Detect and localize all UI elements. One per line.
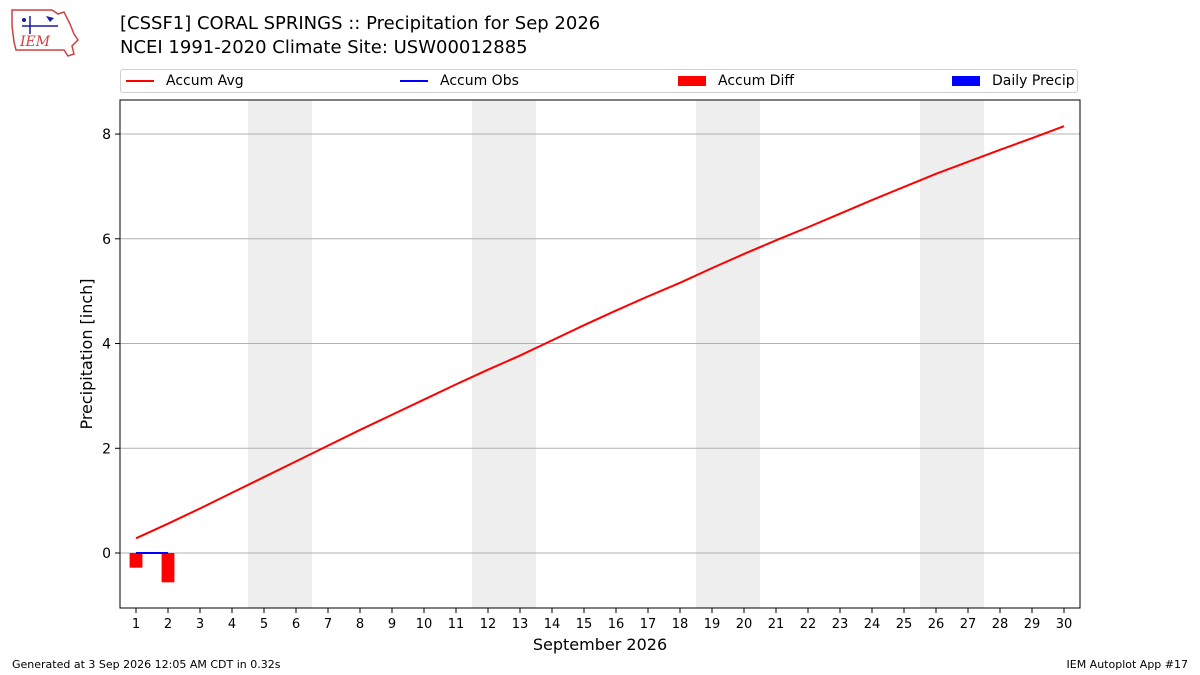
x-tick-label-19: 19 — [704, 617, 721, 632]
x-tick-label-7: 7 — [324, 617, 332, 632]
x-tick-label-25: 25 — [896, 617, 913, 632]
x-tick-label-22: 22 — [800, 617, 817, 632]
x-tick-label-23: 23 — [832, 617, 849, 632]
y-tick-label-2: 2 — [102, 441, 111, 457]
daily-precip-swatch — [952, 76, 980, 86]
x-tick-label-13: 13 — [512, 617, 529, 632]
iem-logo: IEM — [11, 9, 79, 57]
legend-item-accum-avg: Accum Avg — [126, 70, 244, 92]
accum-avg-line — [135, 125, 1065, 540]
y-tick-label-4: 4 — [102, 337, 111, 353]
x-axis-label: September 2026 — [533, 635, 667, 654]
x-tick-label-27: 27 — [960, 617, 977, 632]
x-tick-label-18: 18 — [672, 617, 689, 632]
x-tick-label-29: 29 — [1024, 617, 1041, 632]
x-tick-label-28: 28 — [992, 617, 1009, 632]
legend-label-accum-avg: Accum Avg — [166, 73, 244, 89]
x-tick-label-15: 15 — [576, 617, 593, 632]
x-tick-label-6: 6 — [292, 617, 300, 632]
y-tick-label-8: 8 — [102, 127, 111, 143]
x-tick-label-12: 12 — [480, 617, 497, 632]
logo-text: IEM — [19, 34, 51, 50]
x-tick-label-9: 9 — [388, 617, 396, 632]
x-tick-label-14: 14 — [544, 617, 561, 632]
x-tick-label-5: 5 — [260, 617, 268, 632]
x-tick-label-8: 8 — [356, 617, 364, 632]
footer-app: IEM Autoplot App #17 — [1066, 658, 1189, 671]
x-tick-label-21: 21 — [768, 617, 785, 632]
x-tick-label-10: 10 — [416, 617, 433, 632]
x-tick-label-16: 16 — [608, 617, 625, 632]
legend: Accum Avg Accum Obs Accum Diff Daily Pre… — [120, 69, 1078, 93]
chart-title: [CSSF1] CORAL SPRINGS :: Precipitation f… — [120, 13, 601, 34]
x-tick-label-17: 17 — [640, 617, 657, 632]
x-tick-label-1: 1 — [132, 617, 140, 632]
footer-generated: Generated at 3 Sep 2026 12:05 AM CDT in … — [12, 658, 281, 671]
weekend-band-4 — [920, 100, 984, 608]
y-axis-label: Precipitation [inch] — [77, 278, 96, 429]
x-tick-label-24: 24 — [864, 617, 881, 632]
legend-label-accum-obs: Accum Obs — [440, 73, 519, 89]
accum-obs-swatch — [400, 80, 428, 82]
accum-diff-bar-2 — [161, 553, 175, 583]
x-tick-label-30: 30 — [1056, 617, 1073, 632]
x-tick-label-20: 20 — [736, 617, 753, 632]
legend-item-daily-precip: Daily Precip — [952, 70, 1075, 92]
weekend-band-2 — [472, 100, 536, 608]
y-tick-label-6: 6 — [102, 232, 111, 248]
x-tick-label-3: 3 — [196, 617, 204, 632]
legend-item-accum-obs: Accum Obs — [400, 70, 519, 92]
accum-diff-bar-1 — [129, 553, 143, 568]
legend-item-accum-diff: Accum Diff — [678, 70, 794, 92]
weekend-band-3 — [696, 100, 760, 608]
accum-avg-swatch — [126, 80, 154, 82]
legend-label-daily-precip: Daily Precip — [992, 73, 1075, 89]
weekend-band-1 — [248, 100, 312, 608]
x-tick-label-11: 11 — [448, 617, 465, 632]
legend-label-accum-diff: Accum Diff — [718, 73, 795, 89]
chart-subtitle: NCEI 1991-2020 Climate Site: USW00012885 — [120, 37, 528, 58]
x-tick-label-4: 4 — [228, 617, 236, 632]
plot-frame — [119, 99, 1081, 609]
y-tick-label-0: 0 — [102, 546, 111, 562]
accum-diff-swatch — [678, 76, 706, 86]
x-tick-label-26: 26 — [928, 617, 945, 632]
x-tick-label-2: 2 — [164, 617, 172, 632]
